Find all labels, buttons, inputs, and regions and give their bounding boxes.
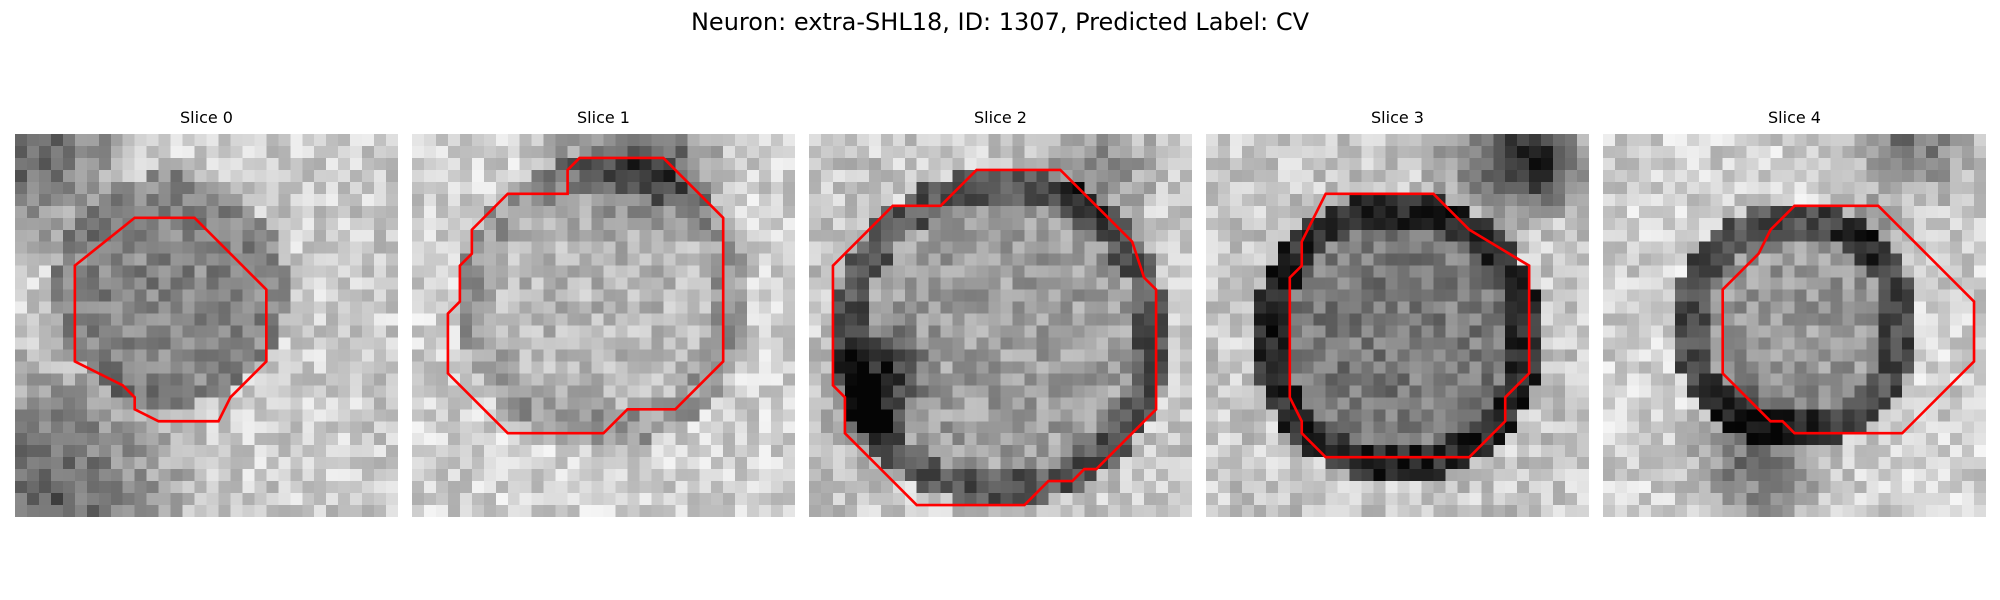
slice-label-2: Slice 2 [974, 108, 1027, 127]
slice-image-4 [1603, 134, 1986, 517]
slice-image-2 [809, 134, 1192, 517]
pixel-grid [1603, 134, 1986, 517]
slice-svg-0 [15, 134, 398, 517]
slice-label-4: Slice 4 [1768, 108, 1821, 127]
segmentation-contour-0 [73, 216, 268, 423]
slice-label-0: Slice 0 [180, 108, 233, 127]
slice-svg-2 [809, 134, 1192, 517]
pixel-grid [1206, 134, 1589, 517]
slice-image-1 [412, 134, 795, 517]
segmentation-contour-3 [1288, 192, 1531, 459]
slice-label-1: Slice 1 [577, 108, 630, 127]
slice-image-0 [15, 134, 398, 517]
segmentation-contour-1 [446, 156, 725, 435]
pixel-grid [809, 134, 1192, 517]
segmentation-contour-2 [831, 168, 1158, 507]
pixel-grid [15, 134, 398, 517]
slice-svg-4 [1603, 134, 1986, 517]
figure-title: Neuron: extra-SHL18, ID: 1307, Predicted… [690, 8, 1310, 36]
slice-svg-1 [412, 134, 795, 517]
slice-label-3: Slice 3 [1371, 108, 1424, 127]
slice-image-3 [1206, 134, 1589, 517]
segmentation-contour-4 [1721, 204, 1976, 435]
pixel-grid [412, 134, 795, 517]
slice-svg-3 [1206, 134, 1589, 517]
